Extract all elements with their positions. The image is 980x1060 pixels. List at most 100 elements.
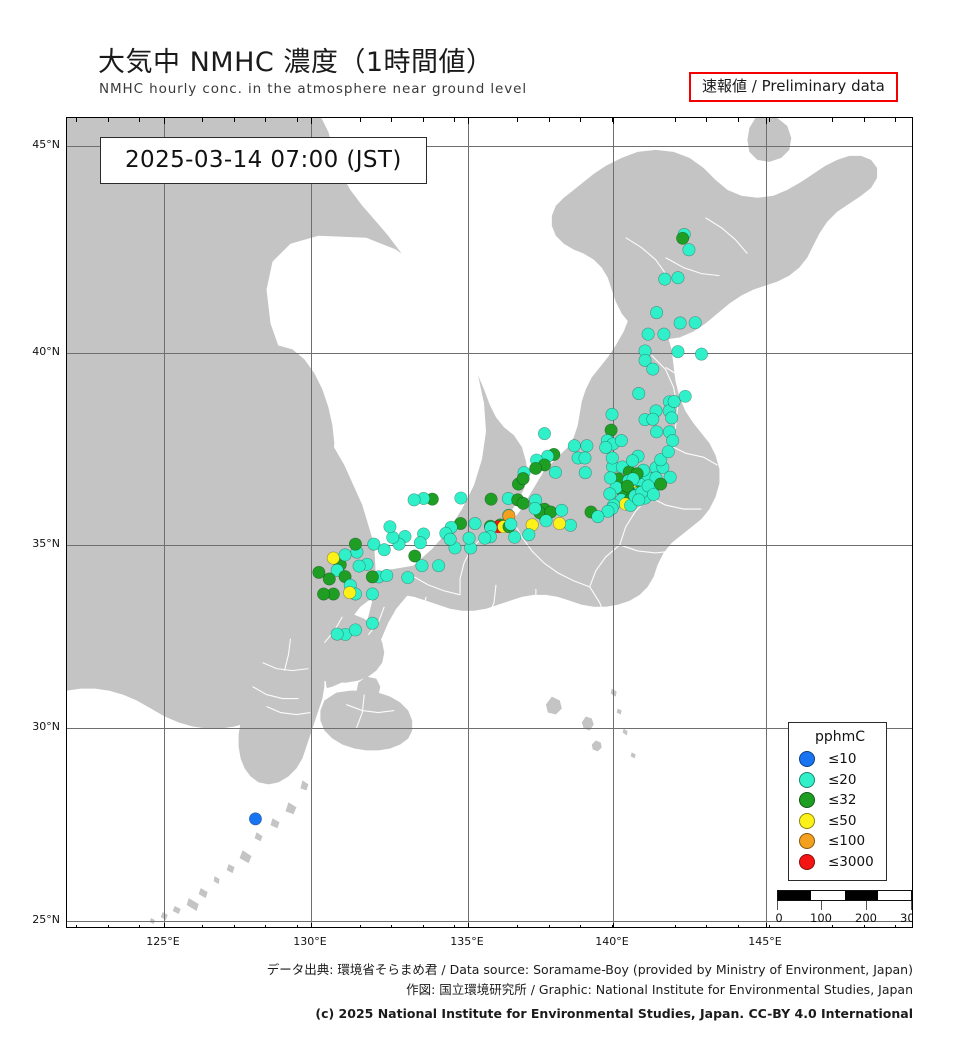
station-point[interactable] <box>605 451 619 465</box>
station-point[interactable] <box>578 451 592 465</box>
station-point[interactable] <box>620 479 634 493</box>
station-point[interactable] <box>248 812 262 826</box>
station-point[interactable] <box>671 345 685 359</box>
station-point[interactable] <box>365 570 379 584</box>
lon-tick <box>766 923 767 927</box>
station-point[interactable] <box>603 487 617 501</box>
station-point[interactable] <box>322 572 336 586</box>
station-point[interactable] <box>682 243 696 257</box>
station-point[interactable] <box>468 517 482 530</box>
station-point[interactable] <box>386 530 400 544</box>
station-point[interactable] <box>605 407 619 421</box>
lat-minor-tick <box>66 272 67 273</box>
station-point[interactable] <box>367 537 381 551</box>
station-point[interactable] <box>338 548 352 562</box>
station-point[interactable] <box>462 531 476 545</box>
station-point[interactable] <box>646 412 660 426</box>
station-point[interactable] <box>365 616 379 630</box>
station-point[interactable] <box>537 427 551 441</box>
station-point[interactable] <box>401 571 415 585</box>
station-point[interactable] <box>580 439 594 453</box>
station-point[interactable] <box>312 565 326 579</box>
station-point[interactable] <box>522 528 536 542</box>
station-point[interactable] <box>508 530 522 544</box>
station-point[interactable] <box>326 551 340 565</box>
station-point[interactable] <box>661 445 675 459</box>
station-point[interactable] <box>632 493 646 507</box>
station-point[interactable] <box>658 272 672 286</box>
station-point[interactable] <box>625 454 639 468</box>
station-point[interactable] <box>408 549 422 563</box>
station-point[interactable] <box>564 518 577 532</box>
station-point[interactable] <box>383 520 397 534</box>
station-point[interactable] <box>646 362 660 376</box>
station-point[interactable] <box>539 514 553 528</box>
lon-tick-label: 135°E <box>450 935 484 948</box>
station-point[interactable] <box>516 496 530 510</box>
station-point[interactable] <box>654 453 668 467</box>
station-point[interactable] <box>654 477 668 491</box>
lat-tick <box>66 353 67 354</box>
station-point[interactable] <box>380 568 394 582</box>
station-point[interactable] <box>676 231 690 245</box>
station-point[interactable] <box>641 327 655 341</box>
station-point[interactable] <box>528 502 542 516</box>
station-point[interactable] <box>678 389 692 403</box>
station-point[interactable] <box>591 510 605 524</box>
lon-minor-tick <box>76 925 78 927</box>
station-point[interactable] <box>665 411 679 425</box>
station-point[interactable] <box>343 586 357 600</box>
station-point[interactable] <box>548 465 562 479</box>
station-points-layer[interactable] <box>67 118 912 927</box>
station-point[interactable] <box>671 271 685 285</box>
lon-minor-tick <box>139 925 141 927</box>
lat-minor-tick <box>912 377 913 378</box>
station-point[interactable] <box>650 306 664 320</box>
station-point[interactable] <box>638 353 652 367</box>
station-point[interactable] <box>330 627 344 641</box>
station-point[interactable] <box>415 559 429 573</box>
station-point[interactable] <box>478 531 492 545</box>
station-point[interactable] <box>432 559 446 573</box>
station-point[interactable] <box>567 439 581 453</box>
station-point[interactable] <box>348 537 362 551</box>
lon-minor-tick <box>674 925 676 927</box>
station-point[interactable] <box>695 347 708 361</box>
lat-tick <box>912 545 913 546</box>
station-point[interactable] <box>667 395 681 408</box>
station-point[interactable] <box>614 434 628 448</box>
lat-tick-label: 30°N <box>32 720 60 733</box>
station-point[interactable] <box>603 471 617 485</box>
scale-bar-labels: 0 100 200 300 km <box>775 911 912 925</box>
station-point[interactable] <box>516 472 530 486</box>
station-point[interactable] <box>555 503 569 517</box>
lat-minor-tick <box>912 482 913 483</box>
station-point[interactable] <box>673 316 687 330</box>
station-point[interactable] <box>407 493 421 507</box>
station-point[interactable] <box>365 587 379 601</box>
station-point[interactable] <box>317 587 331 601</box>
station-point[interactable] <box>663 470 677 484</box>
station-point[interactable] <box>443 532 457 546</box>
station-point[interactable] <box>632 387 646 401</box>
station-point[interactable] <box>413 536 427 550</box>
map-plot-area[interactable]: 2025-03-14 07:00 (JST) pphmC ≤10 ≤20 ≤32… <box>66 117 913 928</box>
station-point[interactable] <box>578 466 592 480</box>
station-point[interactable] <box>601 504 615 518</box>
station-point[interactable] <box>657 327 671 341</box>
station-point[interactable] <box>599 441 613 454</box>
station-point[interactable] <box>377 543 391 557</box>
station-point[interactable] <box>647 488 660 502</box>
station-point[interactable] <box>352 559 366 573</box>
station-point[interactable] <box>504 517 518 531</box>
station-point[interactable] <box>454 491 468 505</box>
station-point[interactable] <box>484 492 498 506</box>
station-point[interactable] <box>666 434 680 448</box>
station-point[interactable] <box>688 316 702 330</box>
lat-minor-tick <box>912 412 913 413</box>
station-point[interactable] <box>650 425 664 439</box>
station-point[interactable] <box>348 623 362 637</box>
station-point[interactable] <box>553 517 567 530</box>
legend-item-label: ≤20 <box>828 771 857 788</box>
station-point[interactable] <box>529 461 543 475</box>
